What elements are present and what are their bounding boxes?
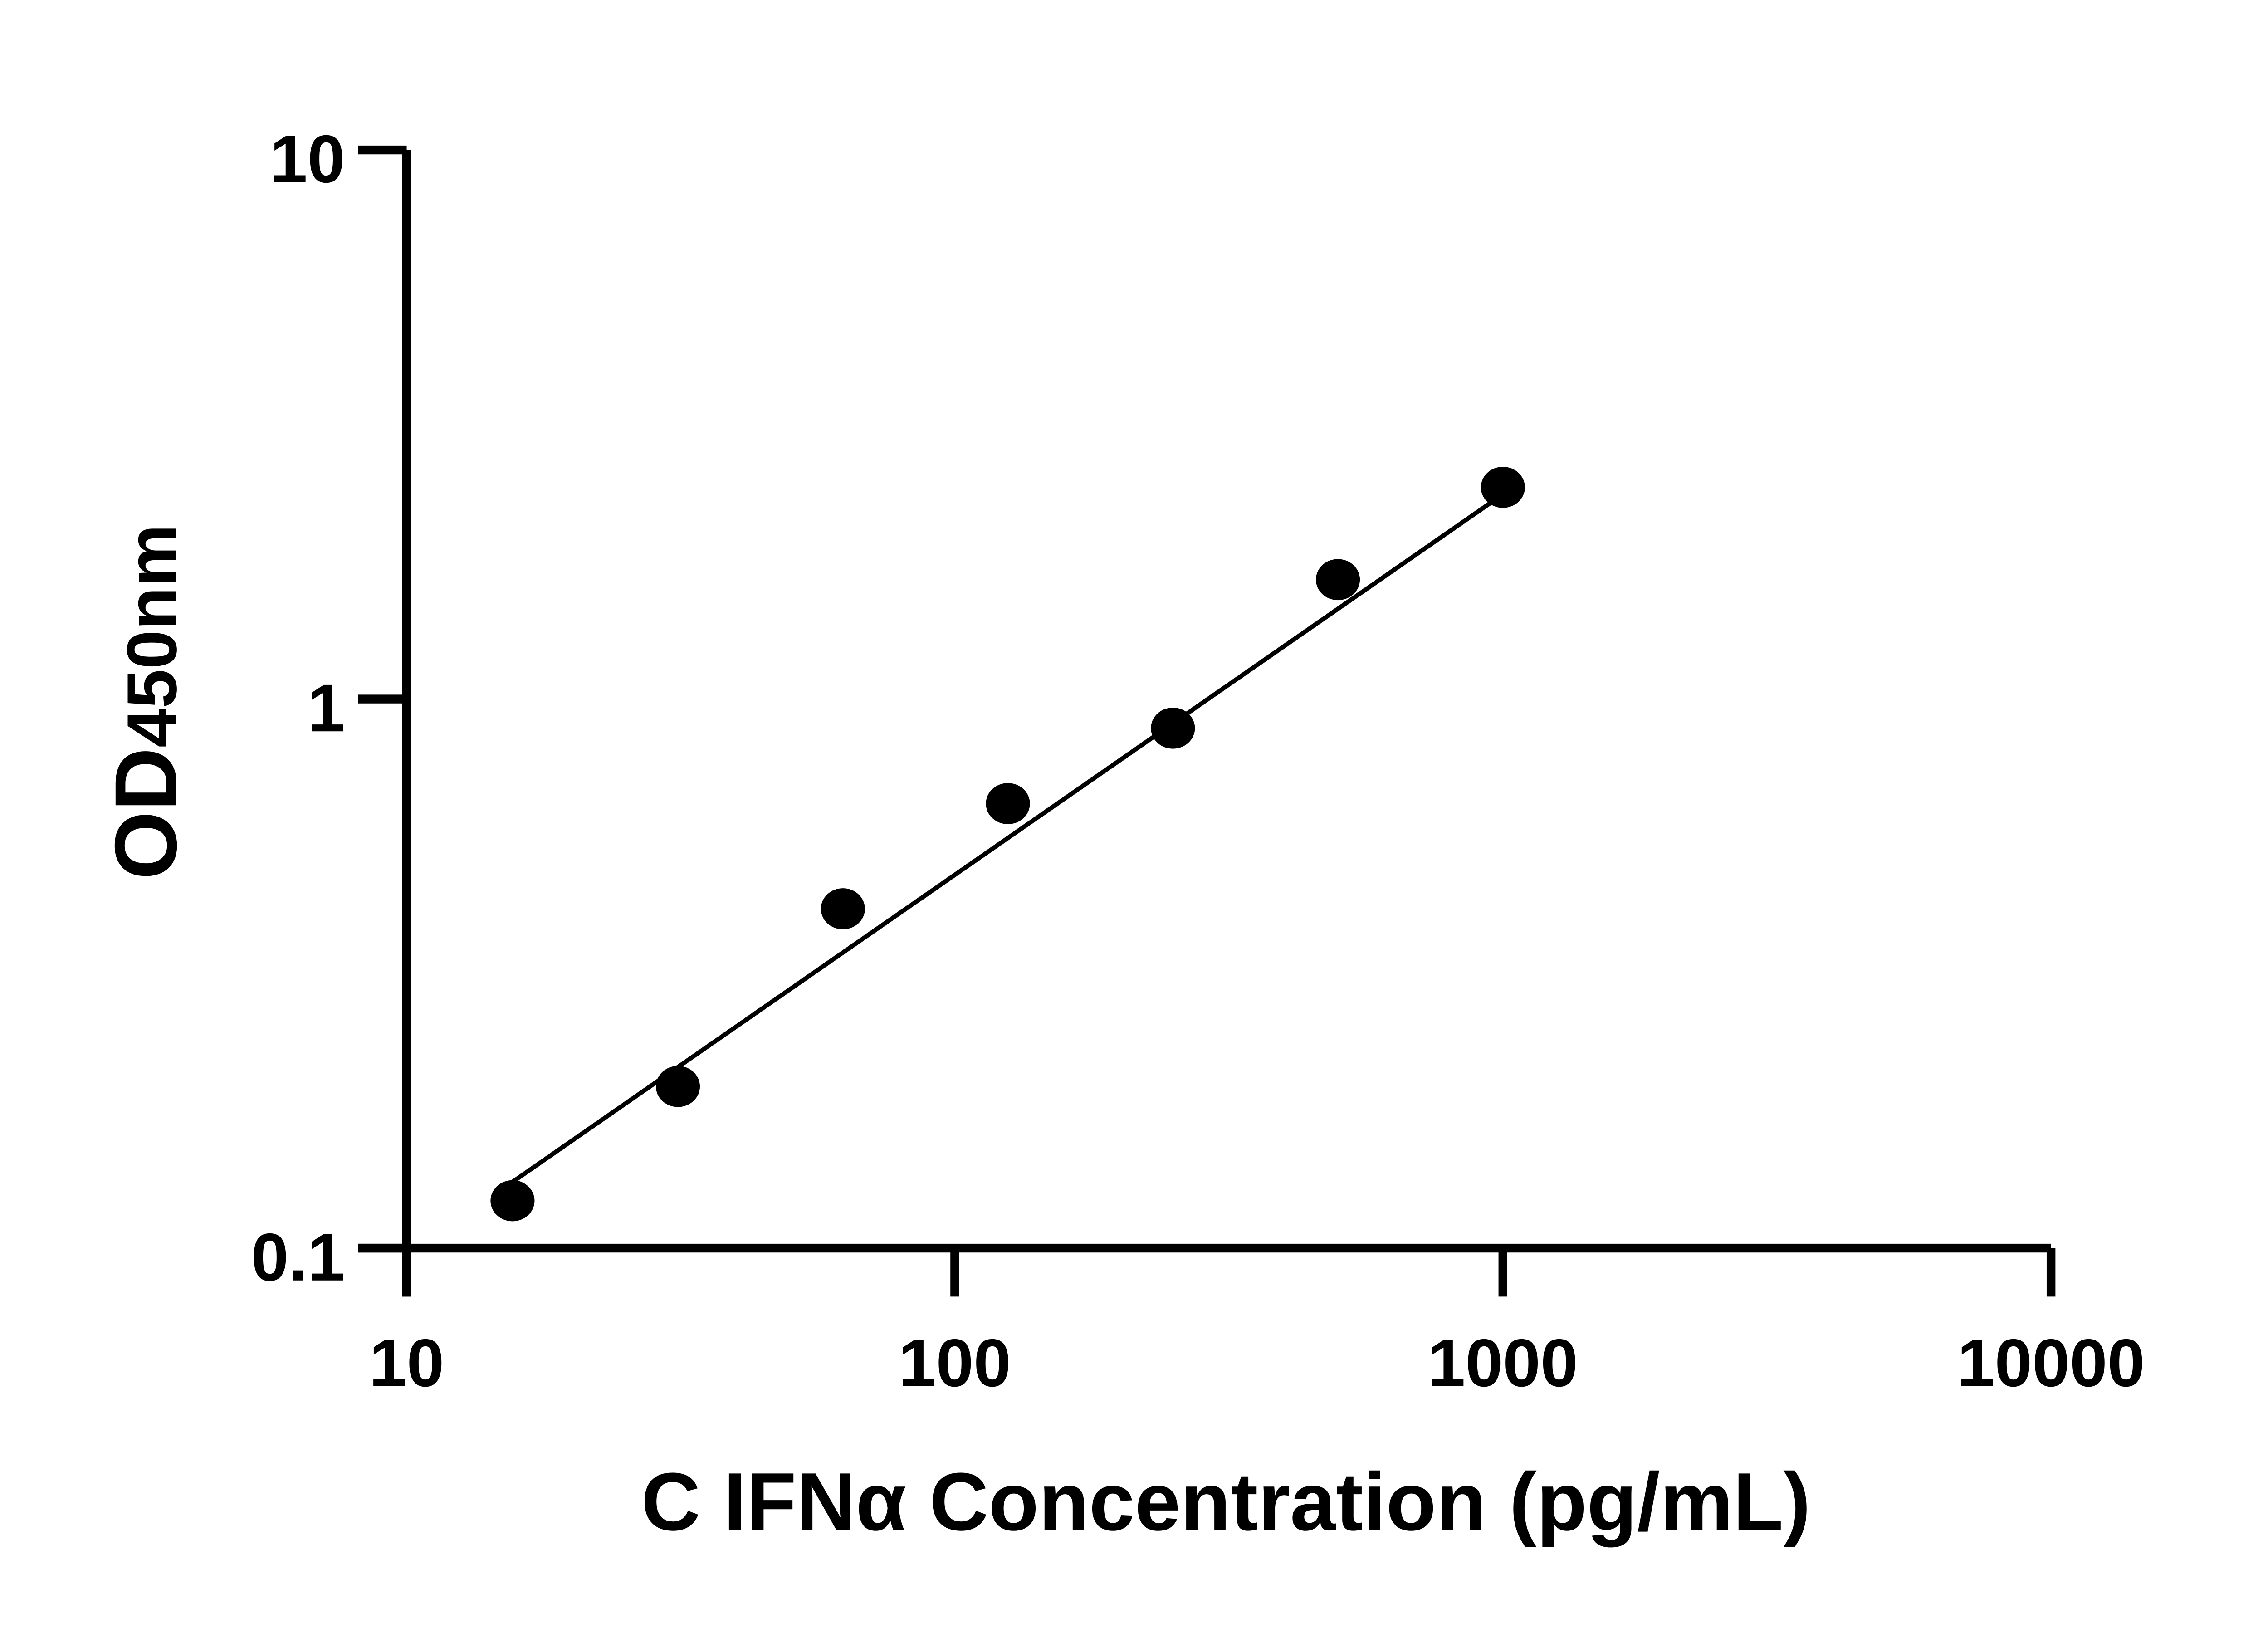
data-point — [821, 888, 865, 929]
axes — [358, 150, 2051, 1297]
data-point — [490, 1180, 535, 1222]
data-points — [490, 466, 1525, 1222]
y-axis-title-main: OD — [97, 748, 195, 880]
y-axis-title-sub: 450nm — [112, 524, 191, 748]
x-tick-label: 100 — [899, 1325, 1011, 1401]
data-point — [1151, 707, 1195, 749]
ticks: 10 100 1000 10000 0.1 1 10 — [251, 121, 2145, 1401]
x-tick-label: 10000 — [1957, 1325, 2145, 1401]
data-point — [1315, 559, 1360, 601]
y-tick-label: 10 — [270, 121, 345, 197]
x-tick-label: 10 — [369, 1325, 445, 1401]
data-point — [986, 783, 1030, 824]
x-axis-title: C IFNα Concentration (pg/mL) — [641, 1456, 1811, 1548]
x-tick-label: 1000 — [1428, 1325, 1578, 1401]
y-tick-label: 0.1 — [251, 1219, 345, 1295]
data-point — [655, 1066, 700, 1107]
y-tick-label: 1 — [308, 670, 345, 746]
y-axis-title: OD450nm — [97, 524, 195, 880]
data-point — [1481, 466, 1525, 508]
